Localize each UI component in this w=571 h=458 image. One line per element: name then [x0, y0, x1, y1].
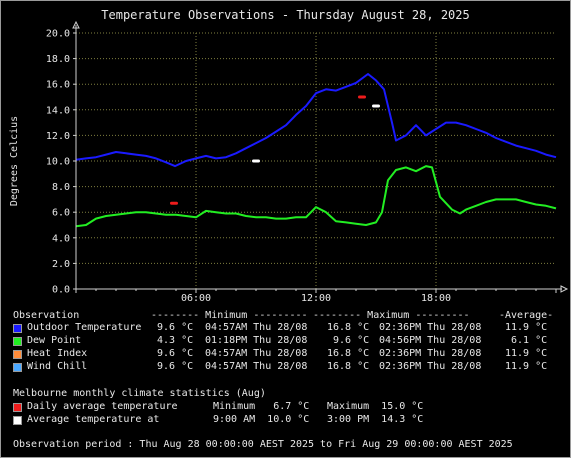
climate-marker [372, 104, 380, 108]
temperature-chart: 0.0 2.0 4.0 6.0 8.0 10.0 12.0 14.0 16.0 18.0 20.0 0… [9, 20, 569, 301]
climate-marker [252, 159, 260, 163]
y-tick-label: 10.0 [46, 157, 70, 168]
x-tick-label: 12:00 [301, 293, 331, 301]
observation-period: Observation period : Thu Aug 28 00:00:00… [13, 439, 513, 450]
x-axis-arrow [560, 285, 569, 293]
axes: 0.0 2.0 4.0 6.0 8.0 10.0 12.0 14.0 16.0 18.0 20.0 0… [46, 20, 569, 301]
climate-swatch [13, 416, 22, 425]
y-tick-label: 4.0 [52, 233, 70, 244]
legend-name: Outdoor Temperature [27, 322, 142, 333]
legend-max-time: 02:36PM Thu 28/08 [379, 348, 482, 359]
legend-max: 16.8 °C [327, 361, 370, 372]
legend-swatch [13, 363, 22, 372]
legend-header-observation: Observation [13, 310, 80, 321]
legend-max-time: 02:36PM Thu 28/08 [379, 361, 482, 372]
chart-title: Temperature Observations - Thursday Augu… [101, 8, 470, 22]
y-tick-label: 0.0 [52, 285, 70, 296]
legend-swatch [13, 350, 22, 359]
legend-name: Wind Chill [27, 361, 88, 372]
y-tick-label: 18.0 [46, 54, 70, 65]
legend-swatch [13, 337, 22, 346]
y-tick-label: 2.0 [52, 259, 70, 270]
legend-header-maximum: -------- Maximum --------- [313, 310, 470, 321]
legend-min-time: 04:57AM Thu 28/08 [205, 348, 308, 359]
climate-col2: 3:00 PM 14.3 °C [327, 414, 424, 425]
climate-col2: Maximum 15.0 °C [327, 401, 424, 412]
x-tick-label: 18:00 [421, 293, 451, 301]
series-line-outdoor-temperature [75, 73, 557, 168]
legend-avg: 11.9 °C [505, 322, 548, 333]
y-tick-label: 6.0 [52, 208, 70, 219]
legend-min: 9.6 °C [157, 361, 194, 372]
climate-swatch [13, 403, 22, 412]
x-tick-label: 06:00 [181, 293, 211, 301]
legend-min-time: 01:18PM Thu 28/08 [205, 335, 308, 346]
marker-layer [170, 95, 380, 205]
legend-max-time: 04:56PM Thu 28/08 [379, 335, 482, 346]
legend-name: Heat Index [27, 348, 88, 359]
y-tick-label: 20.0 [46, 29, 70, 40]
legend-avg: 11.9 °C [505, 348, 548, 359]
legend-min: 9.6 °C [157, 348, 194, 359]
legend-avg: 6.1 °C [511, 335, 548, 346]
y-tick-label: 14.0 [46, 105, 70, 116]
legend-min-time: 04:57AM Thu 28/08 [205, 322, 308, 333]
legend-min: 4.3 °C [157, 335, 194, 346]
y-axis-arrow [72, 20, 80, 29]
legend-header-minimum: -------- Minimum --------- [151, 310, 308, 321]
legend-min-time: 04:57AM Thu 28/08 [205, 361, 308, 372]
climate-marker [358, 95, 366, 99]
legend-header-average: -Average- [499, 310, 554, 321]
y-axis-label: Degrees Celcius [9, 116, 20, 206]
climate-label: Daily average temperature [27, 401, 178, 412]
climate-heading: Melbourne monthly climate statistics (Au… [13, 388, 266, 399]
legend-avg: 11.9 °C [505, 361, 548, 372]
y-tick-label: 8.0 [52, 182, 70, 193]
legend-max: 16.8 °C [327, 322, 370, 333]
y-tick-label: 12.0 [46, 131, 70, 142]
legend-name: Dew Point [27, 335, 82, 346]
climate-marker [170, 201, 178, 205]
climate-col1: 9:00 AM 10.0 °C [213, 414, 310, 425]
legend-max-time: 02:36PM Thu 28/08 [379, 322, 482, 333]
y-tick-label: 16.0 [46, 80, 70, 91]
legend-max: 9.6 °C [333, 335, 370, 346]
climate-label: Average temperature at [27, 414, 160, 425]
grid [76, 32, 556, 290]
legend-swatch [13, 324, 22, 333]
series-layer [75, 73, 557, 228]
legend-max: 16.8 °C [327, 348, 370, 359]
series-line-dew-point [75, 165, 557, 228]
climate-col1: Minimum 6.7 °C [213, 401, 310, 412]
legend-min: 9.6 °C [157, 322, 194, 333]
